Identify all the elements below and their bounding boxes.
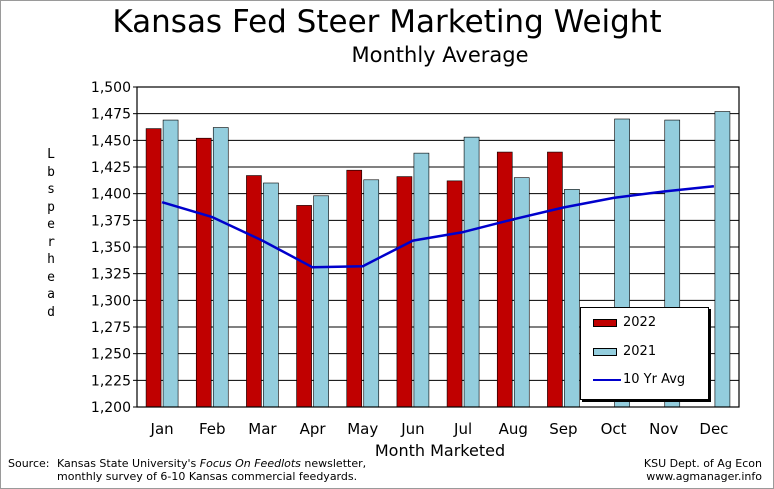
y-tick-label: 1,225 <box>91 373 131 389</box>
bar-2021-jul <box>463 136 480 408</box>
source-publication: Focus On Feedlots <box>199 457 301 470</box>
x-tick-label: May <box>347 420 378 438</box>
legend-swatch-2021 <box>593 348 617 356</box>
credit-line-1: KSU Dept. of Ag Econ <box>643 457 762 470</box>
bar-2022-jul <box>446 180 463 408</box>
legend-line-10yr-avg <box>593 379 621 381</box>
legend: 2022 2021 10 Yr Avg <box>580 307 709 400</box>
chart-title: Kansas Fed Steer Marketing Weight <box>112 4 662 40</box>
x-tick-label: Mar <box>248 420 277 438</box>
source-suffix: newsletter, <box>300 457 367 470</box>
bar-2022-feb <box>195 137 212 408</box>
y-axis-label: Lbs per head <box>47 147 55 320</box>
bar-2022-jan <box>145 128 162 408</box>
y-tick-label: 1,200 <box>91 400 131 416</box>
bar-2021-dec <box>714 111 731 408</box>
x-tick-label: Sep <box>549 420 577 438</box>
y-tick-label: 1,300 <box>91 293 131 309</box>
credit-line-2: www.agmanager.info <box>646 470 762 483</box>
x-tick-label: Aug <box>499 420 528 438</box>
line-10yr-avg <box>161 184 715 269</box>
y-tick-label: 1,475 <box>91 107 131 123</box>
y-tick-label: 1,250 <box>91 347 131 363</box>
source-line-1: Kansas State University's Focus On Feedl… <box>57 457 366 470</box>
bar-2021-aug <box>513 177 530 408</box>
x-tick-label: Dec <box>699 420 728 438</box>
legend-swatch-2022 <box>593 319 617 327</box>
bar-2022-apr <box>296 205 312 408</box>
bar-2021-jan <box>162 119 179 408</box>
credit-note: KSU Dept. of Ag Econ www.agmanager.info <box>562 457 762 483</box>
source-label: Source: <box>8 457 50 470</box>
y-tick-label: 1,375 <box>91 213 131 229</box>
bar-2021-sep <box>564 189 580 408</box>
x-tick-label: Nov <box>649 420 678 438</box>
source-prefix: Kansas State University's <box>57 457 200 470</box>
legend-label-2022: 2022 <box>623 315 657 330</box>
y-tick-label: 1,275 <box>91 320 131 336</box>
bar-2021-jun <box>413 152 430 408</box>
chart-subtitle: Monthly Average <box>351 43 529 67</box>
source-line-2: monthly survey of 6-10 Kansas commercial… <box>57 470 358 483</box>
x-axis-label: Month Marketed <box>374 441 506 460</box>
bar-2022-sep <box>547 151 563 408</box>
x-tick-label: Jun <box>400 420 424 438</box>
x-tick-label: Oct <box>601 420 627 438</box>
bar-2022-mar <box>246 175 262 408</box>
legend-label-10yr-avg: 10 Yr Avg <box>623 372 686 387</box>
x-tick-label: Apr <box>300 420 327 438</box>
y-tick-label: 1,400 <box>91 187 131 203</box>
bar-2022-jun <box>396 176 413 408</box>
x-tick-label: Feb <box>199 420 226 438</box>
bar-2022-may <box>346 169 363 408</box>
y-tick-label: 1,425 <box>91 160 131 176</box>
bar-2021-feb <box>212 127 229 408</box>
y-tick-label: 1,350 <box>91 240 131 256</box>
bar-2021-mar <box>263 182 279 408</box>
y-tick-label: 1,325 <box>91 267 131 283</box>
x-tick-label: Jul <box>453 420 472 438</box>
bar-2021-apr <box>313 195 329 408</box>
legend-label-2021: 2021 <box>623 344 657 359</box>
y-tick-label: 1,500 <box>91 80 131 96</box>
bar-2022-aug <box>496 151 513 408</box>
y-tick-label: 1,450 <box>91 133 131 149</box>
x-tick-label: Jan <box>150 420 174 438</box>
bar-2021-may <box>363 179 380 408</box>
plot-border <box>136 86 740 408</box>
